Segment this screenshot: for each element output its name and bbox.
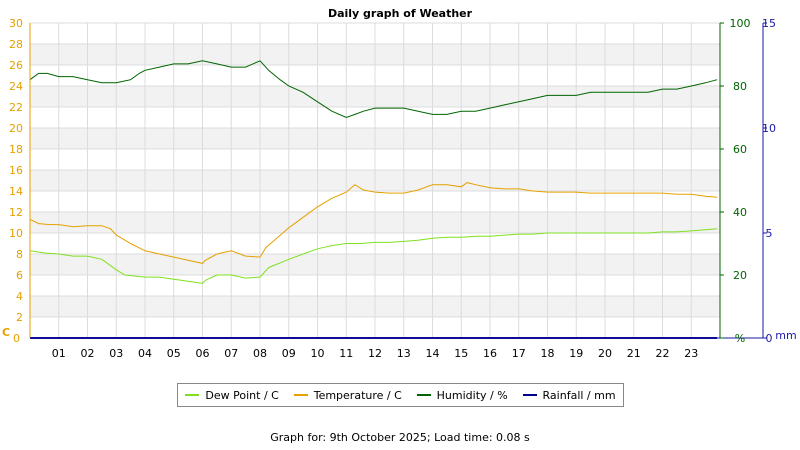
left-tick-label: 26 — [9, 59, 23, 72]
left-tick-label: 18 — [9, 143, 23, 156]
humidity-tick-label: 40 — [733, 206, 747, 219]
rain-tick-label: 15 — [762, 17, 776, 30]
x-tick-label: 23 — [684, 347, 698, 360]
left-tick-label: 2 — [16, 311, 23, 324]
legend-item: Humidity / % — [416, 388, 508, 402]
left-tick-label: 8 — [16, 248, 23, 261]
x-tick-label: 07 — [224, 347, 238, 360]
left-tick-label: 24 — [9, 80, 23, 93]
humidity-tick-label: 60 — [733, 143, 747, 156]
rain-tick-label: 5 — [766, 227, 773, 240]
x-tick-label: 12 — [368, 347, 382, 360]
rain-axis-unit: mm — [775, 329, 796, 342]
legend-swatch — [522, 394, 537, 396]
series-line-temperature — [29, 182, 718, 264]
x-tick-label: 20 — [598, 347, 612, 360]
x-tick-label: 02 — [81, 347, 95, 360]
legend-item: Rainfall / mm — [522, 388, 616, 402]
x-tick-label: 10 — [311, 347, 325, 360]
series-line-dewpoint — [29, 228, 718, 284]
x-tick-label: 16 — [483, 347, 497, 360]
humidity-axis-unit: % — [735, 332, 745, 345]
x-tick-label: 17 — [512, 347, 526, 360]
series-line-humidity — [29, 60, 718, 119]
x-tick-label: 09 — [282, 347, 296, 360]
chart-title: Daily graph of Weather — [328, 7, 473, 20]
left-tick-label: 4 — [16, 290, 23, 303]
x-tick-label: 18 — [541, 347, 555, 360]
legend: Dew Point / C Temperature / C Humidity / %… — [177, 383, 624, 407]
x-tick-label: 14 — [426, 347, 440, 360]
plot-gridlines — [30, 22, 720, 339]
x-tick-label: 21 — [627, 347, 641, 360]
left-tick-label: 12 — [9, 206, 23, 219]
x-tick-label: 13 — [397, 347, 411, 360]
left-tick-label: 0 — [13, 332, 20, 345]
footer-text: Graph for: 9th October 2025; Load time: … — [270, 431, 530, 444]
legend-item: Temperature / C — [293, 388, 402, 402]
x-tick-label: 05 — [167, 347, 181, 360]
x-tick-label: 22 — [656, 347, 670, 360]
legend-item: Dew Point / C — [185, 388, 279, 402]
x-tick-label: 08 — [253, 347, 267, 360]
x-tick-label: 04 — [138, 347, 152, 360]
left-tick-label: 28 — [9, 38, 23, 51]
legend-label: Dew Point / C — [205, 388, 279, 402]
rain-tick-label: 10 — [762, 122, 776, 135]
legend-label: Rainfall / mm — [542, 388, 616, 402]
legend-swatch — [293, 394, 308, 396]
x-tick-label: 06 — [196, 347, 210, 360]
x-tick-label: 01 — [52, 347, 66, 360]
left-axis-unit: C — [2, 326, 10, 339]
left-tick-label: 16 — [9, 164, 23, 177]
left-tick-label: 22 — [9, 101, 23, 114]
left-tick-label: 30 — [9, 17, 23, 30]
left-tick-label: 14 — [9, 185, 23, 198]
axes — [29, 22, 767, 339]
left-tick-label: 20 — [9, 122, 23, 135]
left-tick-label: 6 — [16, 269, 23, 282]
humidity-tick-label: 100 — [730, 17, 751, 30]
legend-label: Humidity / % — [436, 388, 508, 402]
humidity-tick-label: 20 — [733, 269, 747, 282]
x-tick-label: 11 — [339, 347, 353, 360]
rain-tick-label: 0 — [766, 332, 773, 345]
left-tick-label: 10 — [9, 227, 23, 240]
legend-label: Temperature / C — [313, 388, 402, 402]
tick-labels: 246810121416182022242628300C20406080100%… — [2, 17, 797, 360]
x-tick-label: 03 — [109, 347, 123, 360]
x-tick-label: 15 — [454, 347, 468, 360]
legend-swatch — [416, 394, 431, 396]
x-tick-label: 19 — [569, 347, 583, 360]
humidity-tick-label: 80 — [733, 80, 747, 93]
legend-swatch — [185, 394, 200, 396]
